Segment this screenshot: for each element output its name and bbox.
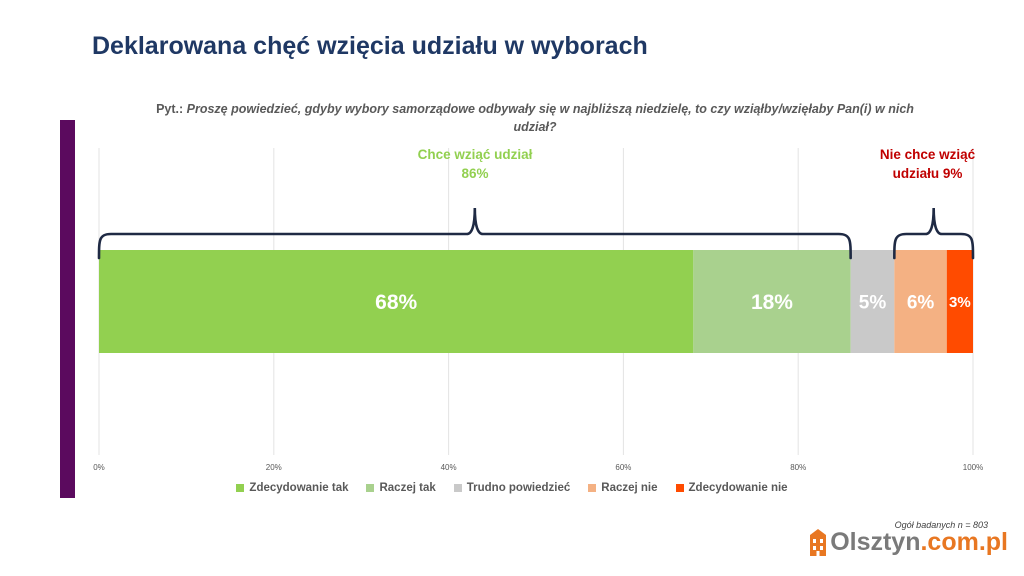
legend-item: Trudno powiedzieć <box>453 482 571 494</box>
bar-segment <box>693 250 851 353</box>
logo-text-domain: .com.pl <box>920 528 1008 556</box>
annotation-wants-to-vote: Chce wziąć udział 86% <box>380 145 570 183</box>
x-tick-label: 0% <box>93 463 105 472</box>
question-label: Pyt.: <box>156 102 184 116</box>
question-text: Proszę powiedzieć, gdyby wybory samorząd… <box>186 102 914 134</box>
bar-segment <box>946 250 973 353</box>
brace-bracket <box>97 207 852 260</box>
annotation-not-voting: Nie chce wziąć udziału 9% <box>855 145 1000 183</box>
annotation-not-voting-line2: udziału 9% <box>892 166 963 181</box>
bar-data-label: 68% <box>375 291 417 314</box>
site-logo: Olsztyn .com.pl <box>809 528 1008 557</box>
bar-data-label: 5% <box>859 292 887 313</box>
x-tick-label: 20% <box>266 463 282 472</box>
legend-label: Zdecydowanie tak <box>249 482 349 494</box>
page-title: Deklarowana chęć wzięcia udziału w wybor… <box>92 32 648 60</box>
annotation-not-voting-line1: Nie chce wziąć <box>879 147 976 162</box>
logo-text-main: Olsztyn <box>830 528 921 556</box>
legend-item: Raczej tak <box>366 482 436 494</box>
legend-item: Zdecydowanie nie <box>675 482 788 494</box>
annotation-wants-to-vote-line1: Chce wziąć udział <box>417 147 533 162</box>
brace-bracket <box>893 207 975 260</box>
legend-label: Trudno powiedzieć <box>466 482 571 494</box>
bar-data-label: 6% <box>907 292 935 313</box>
x-tick-label: 40% <box>441 463 457 472</box>
legend-label: Raczej nie <box>601 482 658 494</box>
bar-data-label: 3% <box>949 294 971 311</box>
sample-size-footnote: Ogół badanych n = 803 <box>894 520 988 530</box>
x-tick-label: 60% <box>615 463 631 472</box>
building-icon <box>810 528 827 556</box>
x-tick-label: 80% <box>790 463 806 472</box>
legend-item: Raczej nie <box>588 482 658 494</box>
x-tick-label: 100% <box>963 463 983 472</box>
legend-swatch <box>675 484 684 492</box>
bar-segment <box>99 250 694 353</box>
survey-question: Pyt.: Proszę powiedzieć, gdyby wybory sa… <box>150 100 920 136</box>
legend-label: Raczej tak <box>379 482 436 494</box>
bar-data-label: 18% <box>751 291 793 314</box>
bar-segment <box>894 250 947 353</box>
bar-segment <box>850 250 895 353</box>
accent-bar <box>60 120 75 498</box>
legend-item: Zdecydowanie tak <box>236 482 348 494</box>
annotation-wants-to-vote-line2: 86% <box>461 166 489 181</box>
legend-swatch <box>366 484 375 492</box>
chart-legend: Zdecydowanie tak Raczej tak Trudno powie… <box>0 482 1024 494</box>
legend-swatch <box>588 484 597 492</box>
legend-swatch <box>453 484 462 492</box>
legend-swatch <box>236 484 245 492</box>
legend-label: Zdecydowanie nie <box>688 482 788 494</box>
